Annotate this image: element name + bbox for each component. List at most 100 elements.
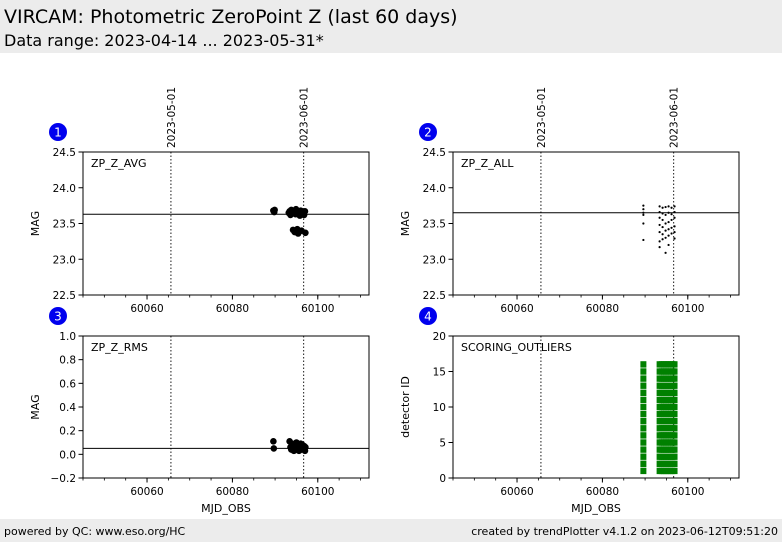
data-point <box>664 213 667 217</box>
y-tick-label: 0.2 <box>59 426 76 438</box>
y-axis-label: detector ID <box>399 376 412 438</box>
y-tick-label: 24.0 <box>423 183 446 195</box>
data-point <box>658 205 661 208</box>
y-tick-label: 0 <box>439 473 446 485</box>
y-tick-label: 20 <box>433 331 446 343</box>
x-axis-label: MJD_OBS <box>571 502 621 515</box>
outlier-marker <box>671 425 678 432</box>
outlier-marker <box>671 467 678 475</box>
data-point <box>670 213 673 216</box>
data-point <box>664 222 667 225</box>
panel-badge-number: 3 <box>54 310 62 324</box>
footer-credit: powered by QC: www.eso.org/HC <box>4 525 186 538</box>
data-point <box>658 245 661 249</box>
y-tick-label: 24.5 <box>423 147 446 159</box>
x-tick-label: 60060 <box>500 303 533 315</box>
data-point <box>661 238 664 241</box>
outlier-marker <box>671 368 678 375</box>
panel-3: 3 60060 60080 60100 −0.2 0.0 0.2 0.4 0.6 0.8 1.0 ZP… <box>29 307 370 515</box>
data-point <box>664 251 667 254</box>
panel-label: ZP_Z_ALL <box>461 157 514 170</box>
y-tick-label: 22.5 <box>423 290 446 302</box>
y-tick-label: 1.0 <box>59 331 76 343</box>
y-tick-label: 23.0 <box>423 254 446 266</box>
panel-badge-circle <box>419 307 437 325</box>
outlier-marker <box>640 396 647 404</box>
outlier-marker <box>640 439 647 446</box>
page-subtitle: Data range: 2023-04-14 ... 2023-05-31* <box>4 31 324 50</box>
x-tick-label: 60060 <box>130 303 163 315</box>
data-point <box>661 233 664 236</box>
header-bar: VIRCAM: Photometric ZeroPoint Z (last 60… <box>0 0 782 53</box>
data-point <box>658 210 661 214</box>
x-tick-label: 60100 <box>301 486 334 498</box>
x-tick-label: 60100 <box>671 486 704 498</box>
x-tick-label: 60080 <box>586 303 619 315</box>
data-point <box>658 230 661 234</box>
data-point <box>673 216 676 219</box>
data-point <box>302 229 309 237</box>
outlier-marker <box>640 446 647 453</box>
panel-badge-circle <box>419 123 437 141</box>
plot-frame <box>82 151 370 296</box>
data-point <box>673 210 676 214</box>
data-point <box>670 206 673 209</box>
panel-badge-circle <box>49 307 67 325</box>
y-tick-label: 24.0 <box>53 183 76 195</box>
data-point <box>664 205 667 209</box>
x-tick-label: 60060 <box>500 486 533 498</box>
outlier-marker <box>640 389 647 396</box>
data-point <box>302 443 309 451</box>
x-tick-label: 60060 <box>130 486 163 498</box>
data-point <box>667 205 670 208</box>
data-point <box>670 232 673 235</box>
data-point <box>270 438 277 445</box>
panel-1: 1 60060 60080 60100 22.5 23.0 23.5 24.0 24.5 2023… <box>29 87 370 315</box>
y-tick-label: 0.6 <box>59 378 76 390</box>
x-tick-label: 60080 <box>586 486 619 498</box>
data-point <box>642 211 645 214</box>
data-point <box>664 229 667 232</box>
data-point <box>670 226 673 229</box>
data-point <box>673 225 676 228</box>
data-point <box>664 236 667 239</box>
y-tick-label: 22.5 <box>53 290 76 302</box>
y-tick-label: 15 <box>433 367 446 379</box>
outlier-marker <box>640 467 647 475</box>
outlier-marker <box>640 375 647 382</box>
outlier-marker <box>671 403 678 411</box>
outlier-marker <box>671 439 678 446</box>
panel-2: 2 60060 60080 60100 22.5 23.0 23.5 24.0 24.5 2023… <box>399 87 740 315</box>
data-point <box>285 209 293 217</box>
outlier-marker <box>640 403 647 411</box>
outlier-marker <box>671 375 678 382</box>
x-tick-label: 60100 <box>671 303 704 315</box>
outlier-marker <box>671 418 678 425</box>
y-tick-label: 0.0 <box>59 449 76 461</box>
outlier-marker <box>671 460 678 467</box>
y-axis-label: MAG <box>29 394 42 419</box>
data-point <box>658 240 661 243</box>
y-axis-label: MAG <box>399 211 412 236</box>
x-tick-label: 60080 <box>216 486 249 498</box>
data-point <box>642 213 645 217</box>
outlier-marker <box>640 418 647 425</box>
data-point <box>667 228 670 231</box>
outlier-marker <box>640 425 647 432</box>
footer-generator: created by trendPlotter v4.1.2 on 2023-0… <box>471 525 778 538</box>
data-point <box>658 216 661 219</box>
date-marker-label: 2023-06-01 <box>669 87 681 148</box>
y-tick-label: 24.5 <box>53 147 76 159</box>
date-marker-label: 2023-05-01 <box>166 87 178 148</box>
panel-badge-number: 4 <box>424 310 432 324</box>
outlier-marker <box>671 432 678 439</box>
date-marker-label: 2023-06-01 <box>299 87 311 148</box>
data-point <box>673 237 676 240</box>
page-title: VIRCAM: Photometric ZeroPoint Z (last 60… <box>4 6 458 28</box>
outlier-marker <box>671 453 678 460</box>
x-tick-label: 60100 <box>301 303 334 315</box>
y-tick-label: 23.5 <box>423 219 446 231</box>
plot-frame <box>452 335 740 479</box>
outlier-marker <box>640 382 647 389</box>
panel-badge-number: 2 <box>424 126 432 140</box>
